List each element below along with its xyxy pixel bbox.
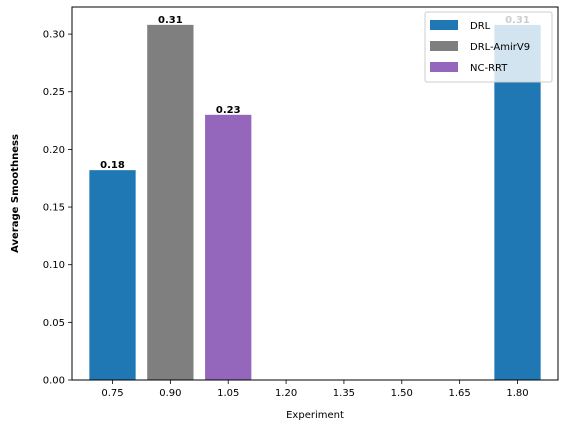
- legend-swatch: [430, 41, 458, 51]
- x-tick-label: 1.05: [217, 388, 239, 399]
- y-tick-label: 0.10: [43, 260, 65, 271]
- legend: DRL DRL-AmirV9 NC-RRT: [424, 11, 553, 83]
- x-axis-label: Experiment: [286, 410, 344, 421]
- x-tick-label: 0.75: [101, 388, 123, 399]
- y-tick-label: 0.30: [43, 30, 65, 41]
- x-tick-label: 0.90: [159, 388, 181, 399]
- bar-drl-amirv9-0: [147, 24, 194, 381]
- bar-drl-1: [494, 24, 541, 381]
- legend-swatch: [430, 20, 458, 30]
- data-label: 0.31: [158, 15, 183, 26]
- x-tick-label: 1.20: [275, 388, 297, 399]
- y-tick-label: 0.00: [43, 376, 65, 387]
- x-tick-label: 1.50: [391, 388, 413, 399]
- legend-label: DRL-AmirV9: [470, 42, 530, 53]
- y-tick-label: 0.25: [43, 87, 65, 98]
- bar-nc-rrt-0: [205, 114, 252, 381]
- legend-label: DRL: [470, 21, 491, 32]
- y-tick-label: 0.15: [43, 203, 65, 214]
- x-tick-label: 1.65: [449, 388, 471, 399]
- legend-swatch: [430, 62, 458, 72]
- plot-frame: [71, 6, 559, 381]
- x-tick-label: 1.35: [333, 388, 355, 399]
- x-ticks: 0.75 0.90 1.05 1.20 1.35 1.50 1.65 1.80: [101, 380, 529, 399]
- x-tick-label: 1.80: [506, 388, 528, 399]
- y-axis-label: Average Smoothness: [10, 134, 21, 253]
- data-label: 0.18: [100, 160, 125, 171]
- y-ticks: 0.00 0.05 0.10 0.15 0.20 0.25 0.30: [43, 30, 72, 387]
- data-label: 0.23: [216, 105, 241, 116]
- y-tick-label: 0.05: [43, 318, 65, 329]
- bars-layer: [89, 24, 541, 381]
- y-tick-label: 0.20: [43, 145, 65, 156]
- legend-label: NC-RRT: [470, 63, 508, 74]
- bar-drl-0: [89, 170, 136, 380]
